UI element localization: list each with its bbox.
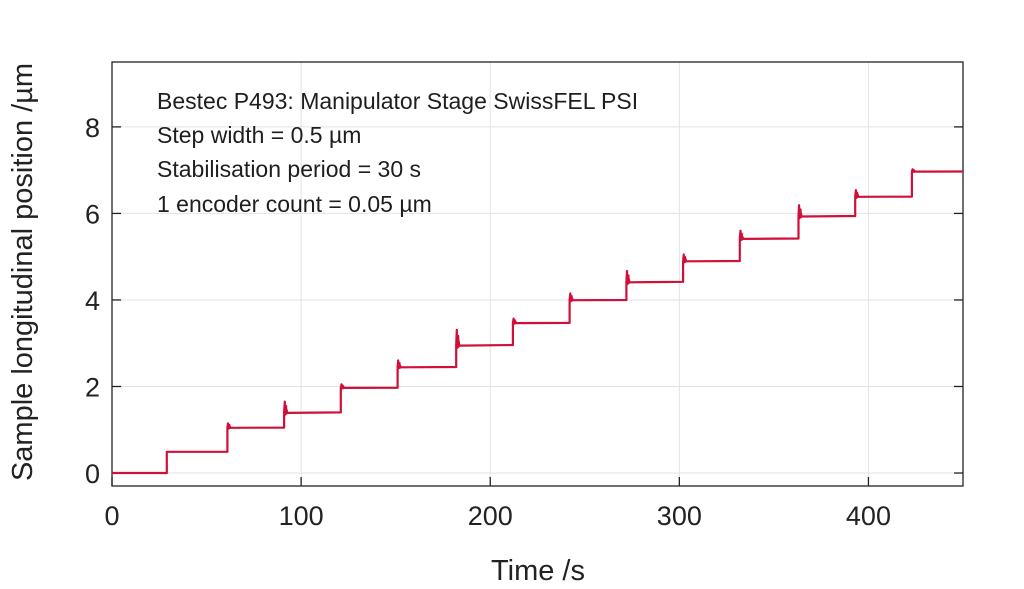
annotation-line-3: Stabilisation period = 30 s [157,156,421,182]
grid-lines [111,62,963,486]
x-tick-label: 200 [468,501,513,531]
annotation-block: Bestec P493: Manipulator Stage SwissFEL … [157,88,638,217]
x-tick-label: 0 [104,501,119,531]
x-tick-label: 300 [657,501,702,531]
x-axis-title: Time /s [491,555,585,587]
y-tick-label: 2 [85,372,100,402]
axis-ticks: 0 100 200 300 400 0 2 4 6 8 [85,113,963,531]
x-tick-label: 100 [279,501,324,531]
y-tick-label: 8 [85,113,100,143]
x-tick-label: 400 [846,501,891,531]
plot-frame [111,61,964,487]
y-tick-label: 6 [85,199,100,229]
annotation-line-1: Bestec P493: Manipulator Stage SwissFEL … [157,88,638,114]
annotation-line-4: 1 encoder count = 0.05 µm [157,191,432,217]
y-tick-label: 4 [85,286,100,316]
y-axis-title: Sample longitudinal position /µm [7,63,39,481]
data-series [112,168,964,475]
y-tick-label: 0 [85,459,100,489]
annotation-line-2: Step width = 0.5 µm [157,122,361,148]
series-line [112,168,964,475]
